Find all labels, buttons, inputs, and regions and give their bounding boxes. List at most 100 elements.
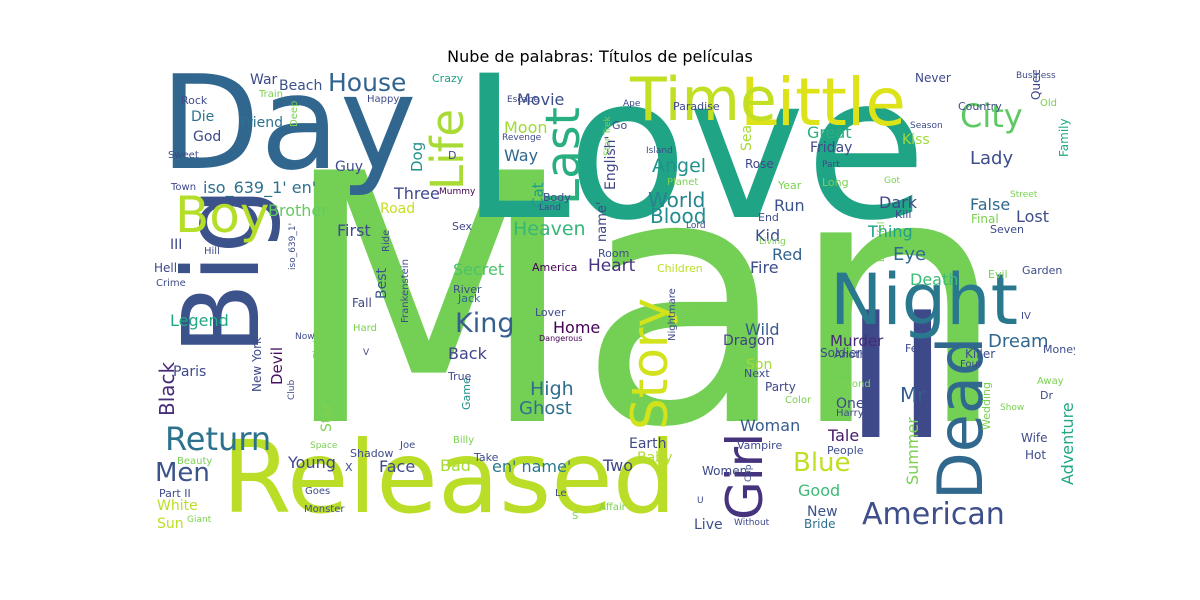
cloud-word: One bbox=[836, 396, 865, 412]
cloud-word: Boy bbox=[175, 186, 270, 244]
cloud-word: Billy bbox=[453, 435, 475, 446]
cloud-word: Year bbox=[778, 179, 802, 192]
cloud-word: Garden bbox=[1022, 264, 1063, 277]
cloud-word: Return bbox=[165, 420, 272, 458]
cloud-word: Color bbox=[785, 395, 812, 406]
cloud-word: Never bbox=[915, 71, 951, 85]
cloud-word: Without bbox=[734, 518, 770, 528]
cloud-word: Way bbox=[504, 146, 539, 165]
cloud-word: Business bbox=[1016, 71, 1056, 81]
cloud-word: Blue bbox=[793, 448, 851, 478]
cloud-word: Giant bbox=[187, 515, 212, 525]
cloud-word: Brother bbox=[268, 201, 328, 220]
cloud-word: Got bbox=[884, 176, 901, 186]
cloud-word: Wife bbox=[1021, 431, 1048, 445]
cloud-word: Fall bbox=[352, 296, 372, 310]
cloud-word: Friday bbox=[810, 140, 853, 156]
cloud-word: Vampire bbox=[737, 439, 783, 452]
cloud-word: Love bbox=[460, 70, 927, 264]
cloud-word: iso_639_1' bbox=[288, 222, 298, 270]
cloud-word: iso_639_1' en' bbox=[203, 178, 317, 197]
cloud-word: Harry bbox=[836, 408, 864, 419]
cloud-word: Ride bbox=[381, 229, 392, 252]
cloud-word: Four bbox=[960, 359, 982, 370]
cloud-word: Star bbox=[319, 403, 335, 432]
cloud-word: Run bbox=[774, 196, 805, 215]
cloud-word: Away bbox=[1037, 376, 1064, 387]
cloud-word: Another bbox=[834, 348, 878, 361]
cloud-word: American bbox=[862, 497, 1005, 532]
cloud-word: Deep bbox=[289, 100, 300, 127]
cloud-word: Released bbox=[222, 419, 677, 536]
cloud-word: King bbox=[455, 308, 515, 339]
cloud-word: Son bbox=[746, 357, 773, 373]
cloud-word: Evil bbox=[988, 268, 1008, 281]
cloud-word: River bbox=[453, 283, 482, 296]
cloud-word: Money bbox=[1043, 343, 1075, 356]
cloud-word: Rose bbox=[745, 157, 774, 171]
cloud-word: Children bbox=[657, 262, 703, 275]
cloud-word: Final bbox=[971, 212, 999, 226]
cloud-word: en' name' bbox=[492, 457, 572, 476]
cloud-word: Thing bbox=[868, 222, 913, 241]
cloud-word: Heart bbox=[588, 256, 636, 276]
cloud-word: High bbox=[530, 378, 574, 400]
cloud-word: Great bbox=[807, 123, 852, 142]
cloud-word: Cop bbox=[744, 464, 754, 482]
cloud-word: Land bbox=[539, 203, 561, 213]
cloud-word: Mummy bbox=[439, 187, 476, 197]
cloud-word: World bbox=[648, 188, 706, 212]
cloud-word: House bbox=[328, 70, 407, 97]
cloud-word: Moon bbox=[504, 118, 548, 137]
cloud-word: Crazy bbox=[432, 72, 464, 85]
cloud-word: Live bbox=[694, 517, 723, 533]
cloud-word: Family bbox=[1057, 118, 1071, 157]
cloud-word: Baby bbox=[637, 450, 673, 466]
cloud-word: Soul bbox=[676, 302, 700, 315]
cloud-word: Lost bbox=[1016, 207, 1050, 226]
cloud-word: Movie bbox=[517, 90, 565, 109]
cloud-word: Killer bbox=[965, 347, 996, 361]
cloud-word: III bbox=[170, 237, 183, 253]
cloud-word: Country bbox=[958, 100, 1002, 113]
cloud-word: V bbox=[363, 348, 370, 358]
cloud-word: Earth bbox=[629, 436, 667, 452]
cloud-word: Frankenstein bbox=[400, 259, 411, 323]
cloud-word: Adventure bbox=[1058, 402, 1075, 485]
cloud-word: Dr bbox=[1040, 389, 1053, 402]
cloud-word: Living bbox=[759, 237, 786, 247]
cloud-word: Lord bbox=[686, 221, 706, 231]
cloud-word: Kid bbox=[755, 226, 781, 245]
cloud-word: Legend bbox=[170, 311, 229, 330]
cloud-word: Now bbox=[295, 332, 315, 342]
cloud-word: Men bbox=[155, 458, 210, 488]
cloud-word: Monster bbox=[304, 504, 345, 515]
cloud-word: X bbox=[345, 461, 353, 474]
cloud-word: Part bbox=[822, 160, 840, 170]
cloud-word: Ape bbox=[623, 99, 641, 109]
cloud-word: Star Trek bbox=[603, 116, 613, 156]
cloud-word: IV bbox=[1021, 311, 1031, 322]
cloud-word: Wedding bbox=[980, 382, 993, 430]
cloud-word: People bbox=[827, 444, 864, 457]
cloud-word: Bad bbox=[440, 456, 471, 475]
cloud-word: Part II bbox=[159, 487, 191, 500]
cloud-word: Day bbox=[160, 70, 417, 199]
cloud-word: Devil bbox=[268, 347, 286, 385]
cloud-word: Planet bbox=[667, 177, 699, 188]
cloud-word: Hill bbox=[204, 246, 220, 257]
cloud-word: Young bbox=[288, 453, 336, 472]
cloud-word: Sex bbox=[452, 220, 473, 233]
cloud-word: U bbox=[697, 496, 704, 506]
cloud-word: Lover bbox=[535, 306, 566, 319]
cloud-word: Summer bbox=[903, 417, 922, 485]
cloud-word: Goes bbox=[305, 486, 331, 497]
cloud-word: Kiss bbox=[902, 132, 930, 148]
cloud-word: Home bbox=[553, 318, 601, 337]
cloud-word: Take bbox=[474, 451, 499, 464]
cloud-word: False bbox=[970, 195, 1011, 214]
cloud-word: Go bbox=[612, 119, 628, 132]
cloud-word: Joe bbox=[400, 440, 416, 451]
cloud-word: Death bbox=[910, 270, 959, 289]
cloud-word: God bbox=[193, 129, 222, 145]
